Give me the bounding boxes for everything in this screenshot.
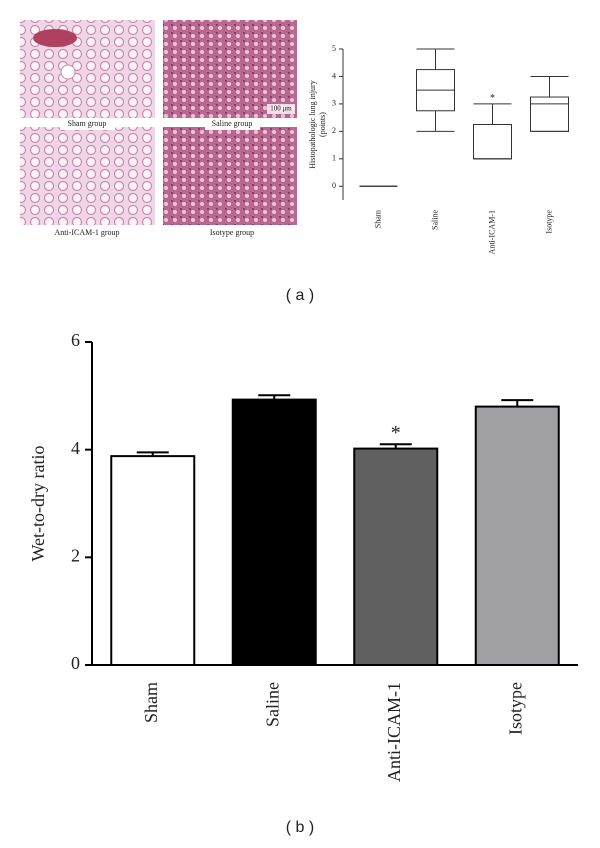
annotation: * [391,422,401,444]
bar [474,405,560,666]
y-tick-label: 0 [332,181,336,190]
box [530,96,569,132]
caption: Isotype group [210,228,254,237]
bar [110,455,196,667]
micrograph [163,127,297,225]
vessel [33,29,77,47]
x-tick-label: Sham [141,682,161,723]
micrograph [20,127,155,225]
vessel [60,64,76,80]
caption-bg [205,119,260,130]
y-tick-label: 0 [71,653,80,673]
x-tick-label: Saline [430,210,439,230]
y-axis-label: (points) [318,112,327,137]
bar [353,447,439,666]
y-tick-label: 4 [71,438,80,458]
caption-bg [60,119,115,130]
y-tick-label: 2 [332,126,336,135]
scale-bar-label: 100 μm [270,105,292,113]
y-tick-label: 1 [332,154,336,163]
y-tick-label: 3 [332,99,336,108]
x-tick-label: Isotype [505,682,525,735]
annotation: * [490,93,495,104]
box [473,124,512,160]
x-tick-label: Anti-ICAM-1 [384,682,404,782]
panel-label: ( b ) [286,819,314,836]
scale-bar-bg [267,104,295,114]
x-tick-label: Anti-ICAM-1 [487,210,496,254]
panel-label: ( a ) [286,287,314,304]
caption: Sham group [68,119,107,128]
caption: Saline group [212,119,253,128]
x-tick-label: Isotype [544,210,553,234]
x-tick-label: Sham [373,209,382,228]
bar [231,398,317,666]
caption: Anti-ICAM-1 group [54,228,119,237]
y-tick-label: 6 [71,330,80,350]
y-axis-label: Histopathologic lung injury [308,80,317,168]
y-tick-label: 2 [71,545,80,565]
micrographs: Sham group Saline group Anti-ICAM-1 grou… [20,20,297,237]
y-axis-label: Wet-to-dry ratio [28,445,48,561]
y-tick-label: 4 [332,71,336,80]
x-tick-label: Saline [262,682,282,727]
micrograph [163,20,297,118]
y-tick-label: 5 [332,44,336,53]
